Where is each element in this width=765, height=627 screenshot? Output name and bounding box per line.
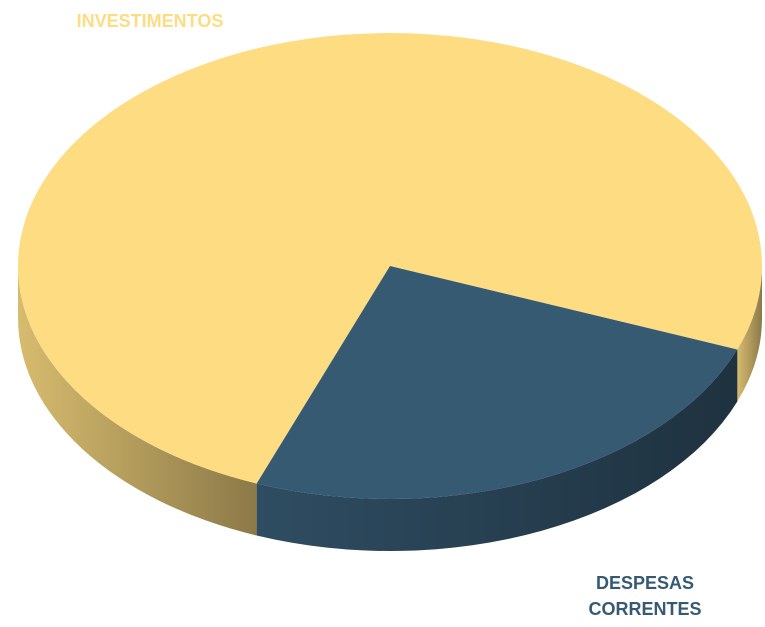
side-shade — [737, 266, 762, 402]
slice-label: INVESTIMENTOS — [76, 11, 224, 31]
side-shade — [18, 266, 257, 536]
pie-slice — [256, 266, 738, 499]
side-shade — [256, 349, 738, 552]
slice-label: DESPESAS CORRENTES — [588, 573, 702, 619]
pie-slice — [18, 32, 763, 484]
